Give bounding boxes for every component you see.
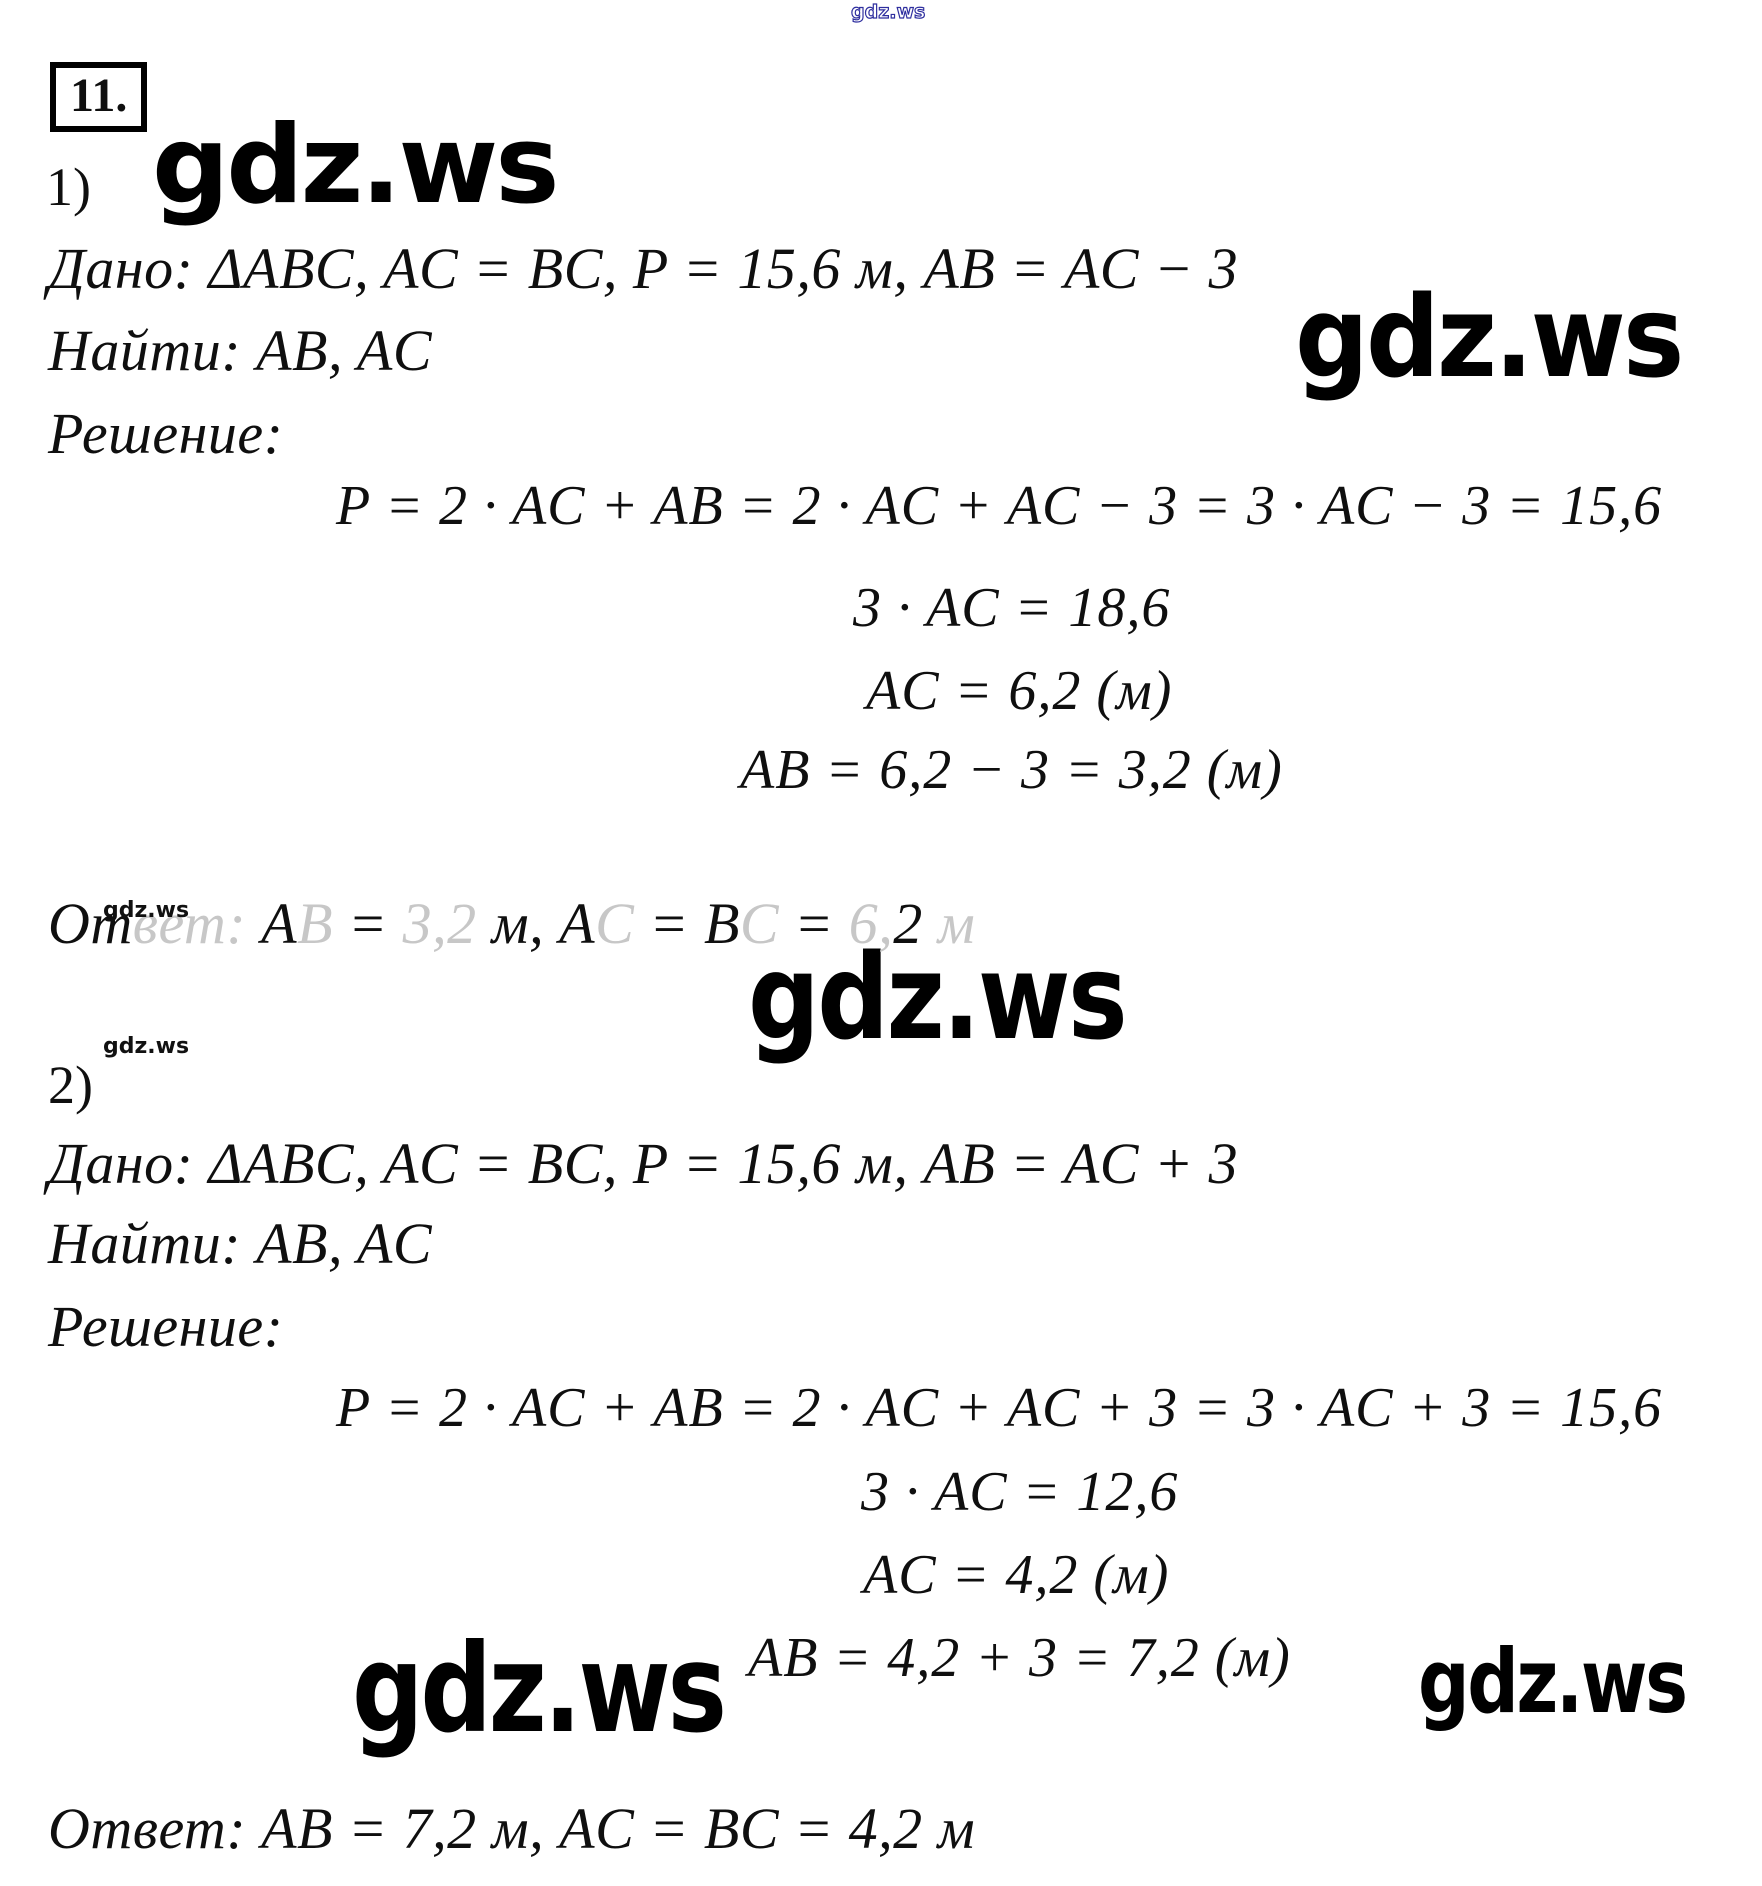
answer-segment: = <box>333 891 403 956</box>
answer-segment: 6, <box>848 891 894 956</box>
watermark-top-blue: gdz.ws <box>850 1 926 23</box>
part-2-equation-4: AB = 4,2 + 3 = 7,2 (м) <box>748 1627 1291 1689</box>
part-1-equation-1: P = 2 · AC + AB = 2 · AC + AC − 3 = 3 · … <box>336 475 1663 537</box>
answer-segment: м <box>922 891 976 956</box>
watermark-large-2: gdz.ws <box>1295 273 1684 403</box>
answer-segment: = <box>634 891 704 956</box>
part-2-solution-label: Решение: <box>48 1294 284 1359</box>
answer-segment: A <box>559 891 596 956</box>
watermark-small-1: gdz.ws <box>103 898 190 923</box>
watermark-bottom-right: gdz.ws <box>1418 1630 1688 1733</box>
part-2-find-line: Найти: AB, AC <box>48 1211 433 1276</box>
part-1-answer-line: Ответ: AB = 3,2 м, AC = BC = 6,2 м <box>48 895 975 953</box>
answer-segment: м, <box>476 891 560 956</box>
part-1-solution-label: Решение: <box>48 401 284 466</box>
answer-segment: 2 <box>893 891 923 956</box>
task-number: 11. <box>50 62 148 132</box>
answer-segment: B <box>703 891 740 956</box>
answer-segment: 3,2 <box>402 891 477 956</box>
part-2-equation-3: AC = 4,2 (м) <box>863 1544 1170 1606</box>
part-1-label: 1) <box>46 157 91 217</box>
answer-segment: вет: <box>132 891 247 956</box>
part-1-equation-4: AB = 6,2 − 3 = 3,2 (м) <box>740 739 1283 801</box>
answer-segment: = <box>779 891 849 956</box>
part-1-given-line: Дано: ΔABC, AC = BC, P = 15,6 м, AB = AC… <box>48 236 1239 301</box>
watermark-small-2: gdz.ws <box>103 1034 190 1059</box>
part-1-find-line: Найти: AB, AC <box>48 318 433 383</box>
answer-segment: A <box>246 891 298 956</box>
watermark-large-center: gdz.ws <box>748 928 1128 1066</box>
answer-segment: C <box>595 891 635 956</box>
part-1-equation-2: 3 · AC = 18,6 <box>853 577 1171 639</box>
part-2-equation-2: 3 · AC = 12,6 <box>861 1461 1179 1523</box>
answer-segment: C <box>739 891 780 956</box>
answer-segment: B <box>297 891 334 956</box>
part-2-equation-1: P = 2 · AC + AB = 2 · AC + AC + 3 = 3 · … <box>336 1377 1663 1439</box>
watermark-large-1: gdz.ws <box>152 103 560 228</box>
part-1-equation-3: AC = 6,2 (м) <box>866 660 1173 722</box>
answer-segment: От <box>48 891 133 956</box>
watermark-large-bottom-left: gdz.ws <box>352 1618 727 1760</box>
part-2-answer-line: Ответ: AB = 7,2 м, AC = BC = 4,2 м <box>48 1796 976 1861</box>
part-2-label: 2) <box>48 1055 93 1115</box>
part-2-given-line: Дано: ΔABC, AC = BC, P = 15,6 м, AB = AC… <box>48 1131 1239 1196</box>
